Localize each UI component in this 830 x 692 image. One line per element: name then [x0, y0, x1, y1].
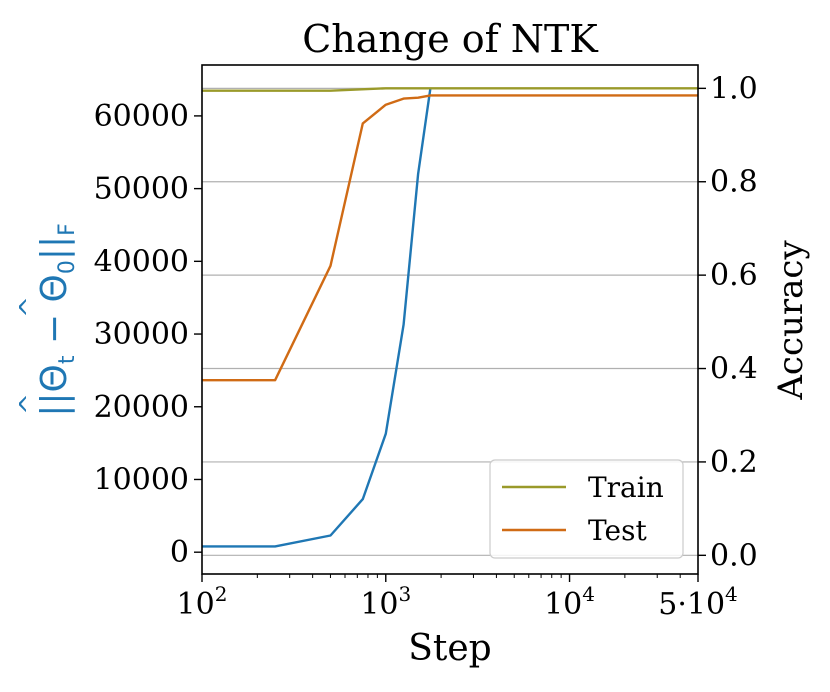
svg-text:||Θt − Θ0||F: ||Θt − Θ0||F — [34, 223, 80, 417]
legend-label-train: Train — [588, 471, 664, 504]
svg-text:^: ^ — [15, 296, 45, 318]
x-axis-ticks: 102 103 104 5·104 — [177, 574, 738, 622]
y-right-tick-label-2: 0.4 — [710, 352, 758, 387]
y-left-tick-label-6: 60000 — [94, 99, 189, 134]
y-left-tick-label-4: 40000 — [94, 244, 189, 279]
y-axis-right-label: Accuracy — [771, 240, 811, 401]
y-right-tick-label-0: 0.0 — [710, 538, 758, 573]
x-tick-label-1: 103 — [360, 582, 411, 622]
series-line-test — [202, 94, 698, 382]
x-tick-label-2: 104 — [544, 582, 595, 622]
y-axis-left-ticks: 0 10000 20000 30000 40000 50000 60000 — [94, 99, 202, 570]
series-line-train — [202, 87, 698, 92]
chart-title: Change of NTK — [302, 17, 598, 61]
x-tick-label-3: 5·104 — [658, 582, 738, 622]
y-right-tick-label-5: 1.0 — [710, 71, 758, 106]
svg-text:^: ^ — [15, 393, 45, 415]
y-left-tick-label-1: 10000 — [94, 462, 189, 497]
y-axis-right-ticks: 0.0 0.2 0.4 0.6 0.8 1.0 — [698, 71, 758, 573]
y-right-tick-label-3: 0.6 — [710, 258, 758, 293]
y-left-tick-label-2: 20000 — [94, 390, 189, 425]
y-left-tick-label-0: 0 — [170, 535, 189, 570]
legend: Train Test — [489, 459, 684, 559]
plot-frame — [201, 64, 699, 575]
y-right-tick-label-1: 0.2 — [710, 445, 758, 480]
y-right-tick-label-4: 0.8 — [710, 165, 758, 200]
x-tick-label-0: 102 — [177, 582, 228, 622]
series-line-ntk-change — [202, 88, 432, 548]
series-lines — [202, 87, 698, 548]
y-left-tick-label-5: 50000 — [94, 172, 189, 207]
legend-box — [489, 459, 684, 559]
y-left-tick-label-3: 30000 — [94, 317, 189, 352]
y-axis-left-label: ||Θt − Θ0||F ^ ^ — [15, 223, 80, 417]
legend-label-test: Test — [588, 514, 647, 547]
x-axis-label: Step — [408, 628, 491, 669]
